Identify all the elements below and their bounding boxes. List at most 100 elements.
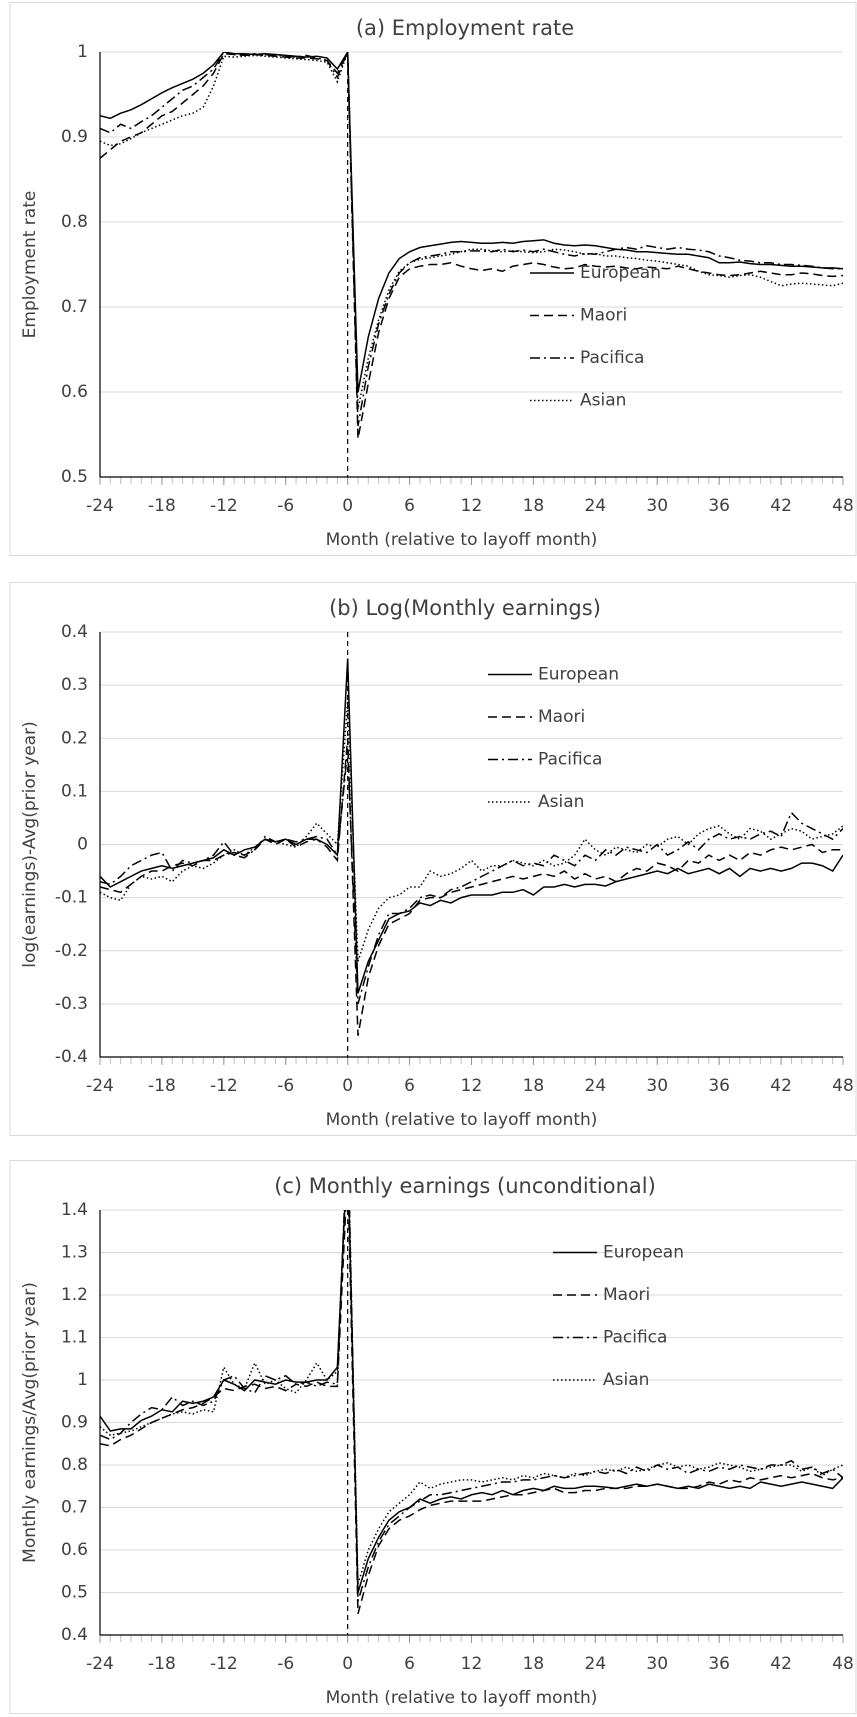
x-tick-label: 48 xyxy=(832,496,854,516)
x-tick-label: -12 xyxy=(210,1076,238,1096)
series-line xyxy=(100,1210,843,1602)
legend-label: Pacifica xyxy=(580,348,644,368)
x-tick-label: 36 xyxy=(708,1076,730,1096)
y-tick-label: 0 xyxy=(77,835,88,855)
x-tick-label: -6 xyxy=(277,496,294,516)
y-tick-label: 0.6 xyxy=(61,382,88,402)
panel-border xyxy=(9,2,857,556)
y-tick-label: -0.1 xyxy=(55,888,88,908)
x-tick-label: 36 xyxy=(708,496,730,516)
y-tick-label: 0.3 xyxy=(61,675,88,695)
x-tick-label: 12 xyxy=(461,1076,483,1096)
series-line xyxy=(100,701,843,962)
legend-label: European xyxy=(538,665,619,685)
x-tick-label: 30 xyxy=(646,1654,668,1674)
x-tick-label: 0 xyxy=(342,1076,353,1096)
panel: (c) Monthly earnings (unconditional) 0.4 0… xyxy=(9,1160,857,1714)
x-tick-label: 0 xyxy=(342,1654,353,1674)
x-tick-label: 36 xyxy=(708,1654,730,1674)
legend-label: Maori xyxy=(603,1285,650,1305)
y-tick-label: 0.1 xyxy=(61,781,88,801)
y-tick-label: 0.6 xyxy=(61,1540,88,1560)
y-tick-label: 0.4 xyxy=(61,1625,88,1645)
y-tick-label: -0.3 xyxy=(55,994,88,1014)
panel-border xyxy=(9,582,857,1136)
x-tick-label: 30 xyxy=(646,496,668,516)
y-tick-label: 0.5 xyxy=(61,467,88,487)
chart-title: (a) Employment rate xyxy=(356,16,574,40)
x-tick-label: 24 xyxy=(585,1076,607,1096)
x-tick-label: 18 xyxy=(523,1654,545,1674)
panel: (b) Log(Monthly earnings) -0.4 -0.3 -0.2 -0.… xyxy=(9,582,857,1136)
y-axis-label: Monthly earnings/Avg(prior year) xyxy=(20,1282,40,1563)
legend-label: Asian xyxy=(580,391,626,411)
x-tick-label: 48 xyxy=(832,1654,854,1674)
y-tick-label: 0.8 xyxy=(61,212,88,232)
x-tick-label: 12 xyxy=(461,496,483,516)
x-tick-label: 18 xyxy=(523,496,545,516)
y-tick-label: 0.8 xyxy=(61,1455,88,1475)
x-axis-label: Month (relative to layoff month) xyxy=(326,1688,598,1708)
legend-label: Maori xyxy=(538,707,585,727)
y-tick-label: 0.9 xyxy=(61,127,88,147)
x-tick-label: -24 xyxy=(86,1654,114,1674)
chart-title: (b) Log(Monthly earnings) xyxy=(329,596,601,620)
x-tick-label: 42 xyxy=(770,1076,792,1096)
x-tick-label: 6 xyxy=(404,1654,415,1674)
series-line xyxy=(100,52,843,439)
x-tick-label: 24 xyxy=(585,496,607,516)
x-tick-label: 42 xyxy=(770,496,792,516)
x-tick-label: 42 xyxy=(770,1654,792,1674)
y-tick-label: 0.7 xyxy=(61,1498,88,1518)
x-tick-label: 6 xyxy=(404,496,415,516)
x-tick-label: -6 xyxy=(277,1654,294,1674)
x-tick-label: -24 xyxy=(86,496,114,516)
legend-label: Pacifica xyxy=(538,750,602,770)
series-line xyxy=(100,52,843,427)
y-tick-label: 1.3 xyxy=(61,1243,88,1263)
y-tick-label: 0.9 xyxy=(61,1413,88,1433)
x-tick-label: -12 xyxy=(210,1654,238,1674)
x-tick-label: 30 xyxy=(646,1076,668,1096)
y-tick-label: -0.2 xyxy=(55,941,88,961)
y-tick-label: 1.4 xyxy=(61,1200,88,1220)
y-tick-label: 1.2 xyxy=(61,1285,88,1305)
x-tick-label: 12 xyxy=(461,1654,483,1674)
legend-label: European xyxy=(580,263,661,283)
x-tick-label: -18 xyxy=(148,1076,176,1096)
chart-title: (c) Monthly earnings (unconditional) xyxy=(274,1174,656,1198)
x-tick-label: 0 xyxy=(342,496,353,516)
x-tick-label: -6 xyxy=(277,1076,294,1096)
y-tick-label: 0.5 xyxy=(61,1583,88,1603)
y-tick-label: -0.4 xyxy=(55,1047,88,1067)
x-tick-label: 6 xyxy=(404,1076,415,1096)
x-tick-label: -18 xyxy=(148,496,176,516)
x-axis-label: Month (relative to layoff month) xyxy=(326,1110,598,1130)
x-tick-label: -18 xyxy=(148,1654,176,1674)
y-tick-label: 1.1 xyxy=(61,1328,88,1348)
series-line xyxy=(100,52,843,393)
legend-label: European xyxy=(603,1243,684,1263)
y-tick-label: 0.7 xyxy=(61,297,88,317)
y-tick-label: 1 xyxy=(77,42,88,62)
series-line xyxy=(100,658,843,994)
x-tick-label: 48 xyxy=(832,1076,854,1096)
series-line xyxy=(100,1210,843,1585)
x-tick-label: -12 xyxy=(210,496,238,516)
legend-label: Asian xyxy=(538,792,584,812)
series-line xyxy=(100,738,843,1036)
y-tick-label: 0.2 xyxy=(61,728,88,748)
panel: (a) Employment rate 0.5 0.6 0.7 0.8 0.9 1 -24 -1… xyxy=(9,2,857,556)
legend-label: Maori xyxy=(580,306,627,326)
x-tick-label: -24 xyxy=(86,1076,114,1096)
y-axis-label: Employment rate xyxy=(20,191,40,339)
panel-border xyxy=(9,1160,857,1714)
x-tick-label: 18 xyxy=(523,1076,545,1096)
x-axis-label: Month (relative to layoff month) xyxy=(326,530,598,550)
series-line xyxy=(100,748,843,1005)
y-axis-label: log(earnings)-Avg(prior year) xyxy=(20,721,40,967)
legend-label: Pacifica xyxy=(603,1328,667,1348)
x-tick-label: 24 xyxy=(585,1654,607,1674)
